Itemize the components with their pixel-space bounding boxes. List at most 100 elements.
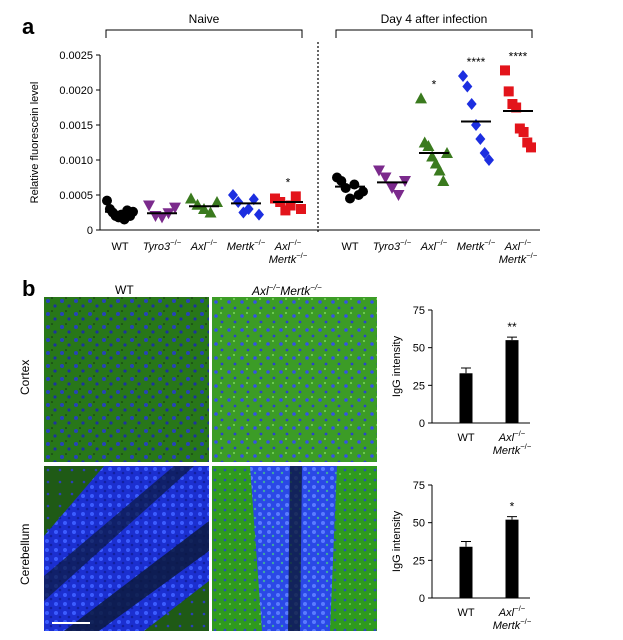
data-point: [458, 70, 468, 82]
data-point: [433, 164, 446, 176]
y-tick-label: 0: [419, 593, 425, 605]
data-point: [290, 191, 301, 202]
y-tick-label: 0.0015: [59, 120, 93, 132]
x-tick-label: Axl−/−: [190, 238, 218, 253]
data-point: [156, 212, 168, 224]
data-point: [422, 140, 435, 151]
data-point: [243, 203, 254, 215]
data-point: [415, 92, 427, 104]
significance-label: ****: [509, 49, 528, 63]
bar: [459, 546, 473, 598]
data-point: [211, 196, 223, 207]
panel-b-label: b: [22, 276, 36, 301]
data-point: [185, 192, 197, 204]
micrograph-cerebellum-ko: [212, 466, 377, 631]
data-point: [143, 200, 155, 212]
data-point: [426, 150, 439, 162]
bar: [505, 340, 519, 423]
data-point: [503, 86, 514, 97]
data-point: [169, 202, 181, 214]
x-tick-label: Tyro3−/−: [373, 238, 412, 253]
x-tick-label-line2: Mertk−/−: [493, 617, 532, 632]
group-bracket: [335, 29, 533, 38]
scatter-chart: 0 0.0005 0.0010 0.0015 0.0020 0.0025 Relative …: [29, 12, 540, 266]
data-point: [340, 183, 351, 193]
data-point: [437, 175, 450, 186]
data-point: [248, 193, 259, 206]
data-point: [475, 133, 486, 145]
x-tick-label: Mertk−/−: [227, 238, 266, 253]
data-point: [345, 193, 355, 204]
significance-label: ****: [467, 55, 486, 69]
y-tick-label: 75: [413, 480, 425, 492]
micrograph-cortex-wt: [44, 297, 209, 462]
data-point: [386, 183, 398, 194]
x-tick-label: WT: [457, 607, 474, 619]
scale-bar: [52, 622, 90, 624]
y-tick-label: 0.0025: [59, 50, 93, 62]
data-point: [233, 196, 244, 208]
y-tick-label: 0.0010: [59, 155, 93, 167]
data-point: [280, 205, 291, 216]
data-point: [358, 186, 368, 197]
data-point: [479, 147, 490, 159]
bar: [505, 519, 519, 598]
data-point: [254, 208, 264, 221]
group-header-label: Naive: [189, 12, 220, 26]
x-tick-label: Mertk−/−: [457, 238, 496, 253]
y-tick-label: 0: [87, 225, 93, 237]
bar-chart-cortex: 0 25 50 75 IgG intensity WT ** Axl−/−Mertk−/−: [391, 305, 532, 457]
panel-a-label: a: [22, 14, 35, 39]
y-tick-label: 0.0005: [59, 190, 93, 202]
x-tick-label: Axl−/−: [498, 604, 526, 619]
data-point: [204, 206, 217, 218]
y-tick-label: 50: [413, 518, 425, 530]
data-point: [296, 204, 306, 214]
x-tick-label: Tyro3−/−: [143, 238, 182, 253]
data-point: [500, 65, 510, 76]
bar-chart-cerebellum: 0 25 50 75 IgG intensity WT * Axl−/−Mertk−/−: [391, 480, 532, 632]
significance-label: *: [432, 77, 437, 91]
x-tick-label-line2: Mertk−/−: [269, 251, 308, 266]
micro-row-label-cortex: Cortex: [18, 359, 32, 395]
y-tick-label: 25: [413, 555, 425, 567]
data-point: [526, 142, 536, 153]
significance-label: **: [507, 320, 517, 334]
group-bracket: [105, 29, 303, 38]
x-tick-label: Axl−/−: [504, 238, 532, 253]
data-point: [102, 195, 112, 206]
data-point: [518, 127, 529, 137]
y-tick-label: 0: [419, 418, 425, 430]
micrograph-cortex-ko: [212, 297, 377, 462]
y-tick-label: 50: [413, 343, 425, 355]
data-point: [379, 172, 392, 184]
x-tick-label: WT: [341, 241, 358, 253]
data-point: [511, 102, 522, 113]
y-axis-label: IgG intensity: [391, 510, 403, 572]
bar: [459, 373, 473, 423]
x-tick-label-line2: Mertk−/−: [499, 251, 538, 266]
data-point: [462, 80, 473, 93]
y-tick-label: 0.0020: [59, 85, 93, 97]
data-point: [466, 98, 477, 110]
x-tick-label: Axl−/−: [498, 429, 526, 444]
micro-col-label-ko: Axl−/−Mertk−/−: [252, 283, 322, 298]
micro-col-label-wt: WT: [115, 283, 134, 297]
x-tick-label: WT: [111, 241, 128, 253]
data-point: [392, 190, 405, 201]
x-tick-label: Axl−/−: [420, 238, 448, 253]
significance-label: *: [286, 175, 291, 189]
x-tick-label: Axl−/−: [274, 238, 302, 253]
data-point: [198, 203, 210, 214]
y-tick-label: 25: [413, 380, 425, 392]
data-point: [484, 154, 494, 166]
data-point: [349, 179, 360, 190]
data-point: [429, 157, 442, 169]
y-axis-label: Relative fluorescein level: [29, 82, 41, 204]
y-tick-label: 75: [413, 305, 425, 317]
data-point: [228, 189, 238, 201]
group-header-label: Day 4 after infection: [381, 12, 488, 26]
micrograph-cerebellum-wt: [44, 466, 209, 631]
y-axis-label: IgG intensity: [391, 335, 403, 397]
data-point: [373, 165, 385, 177]
